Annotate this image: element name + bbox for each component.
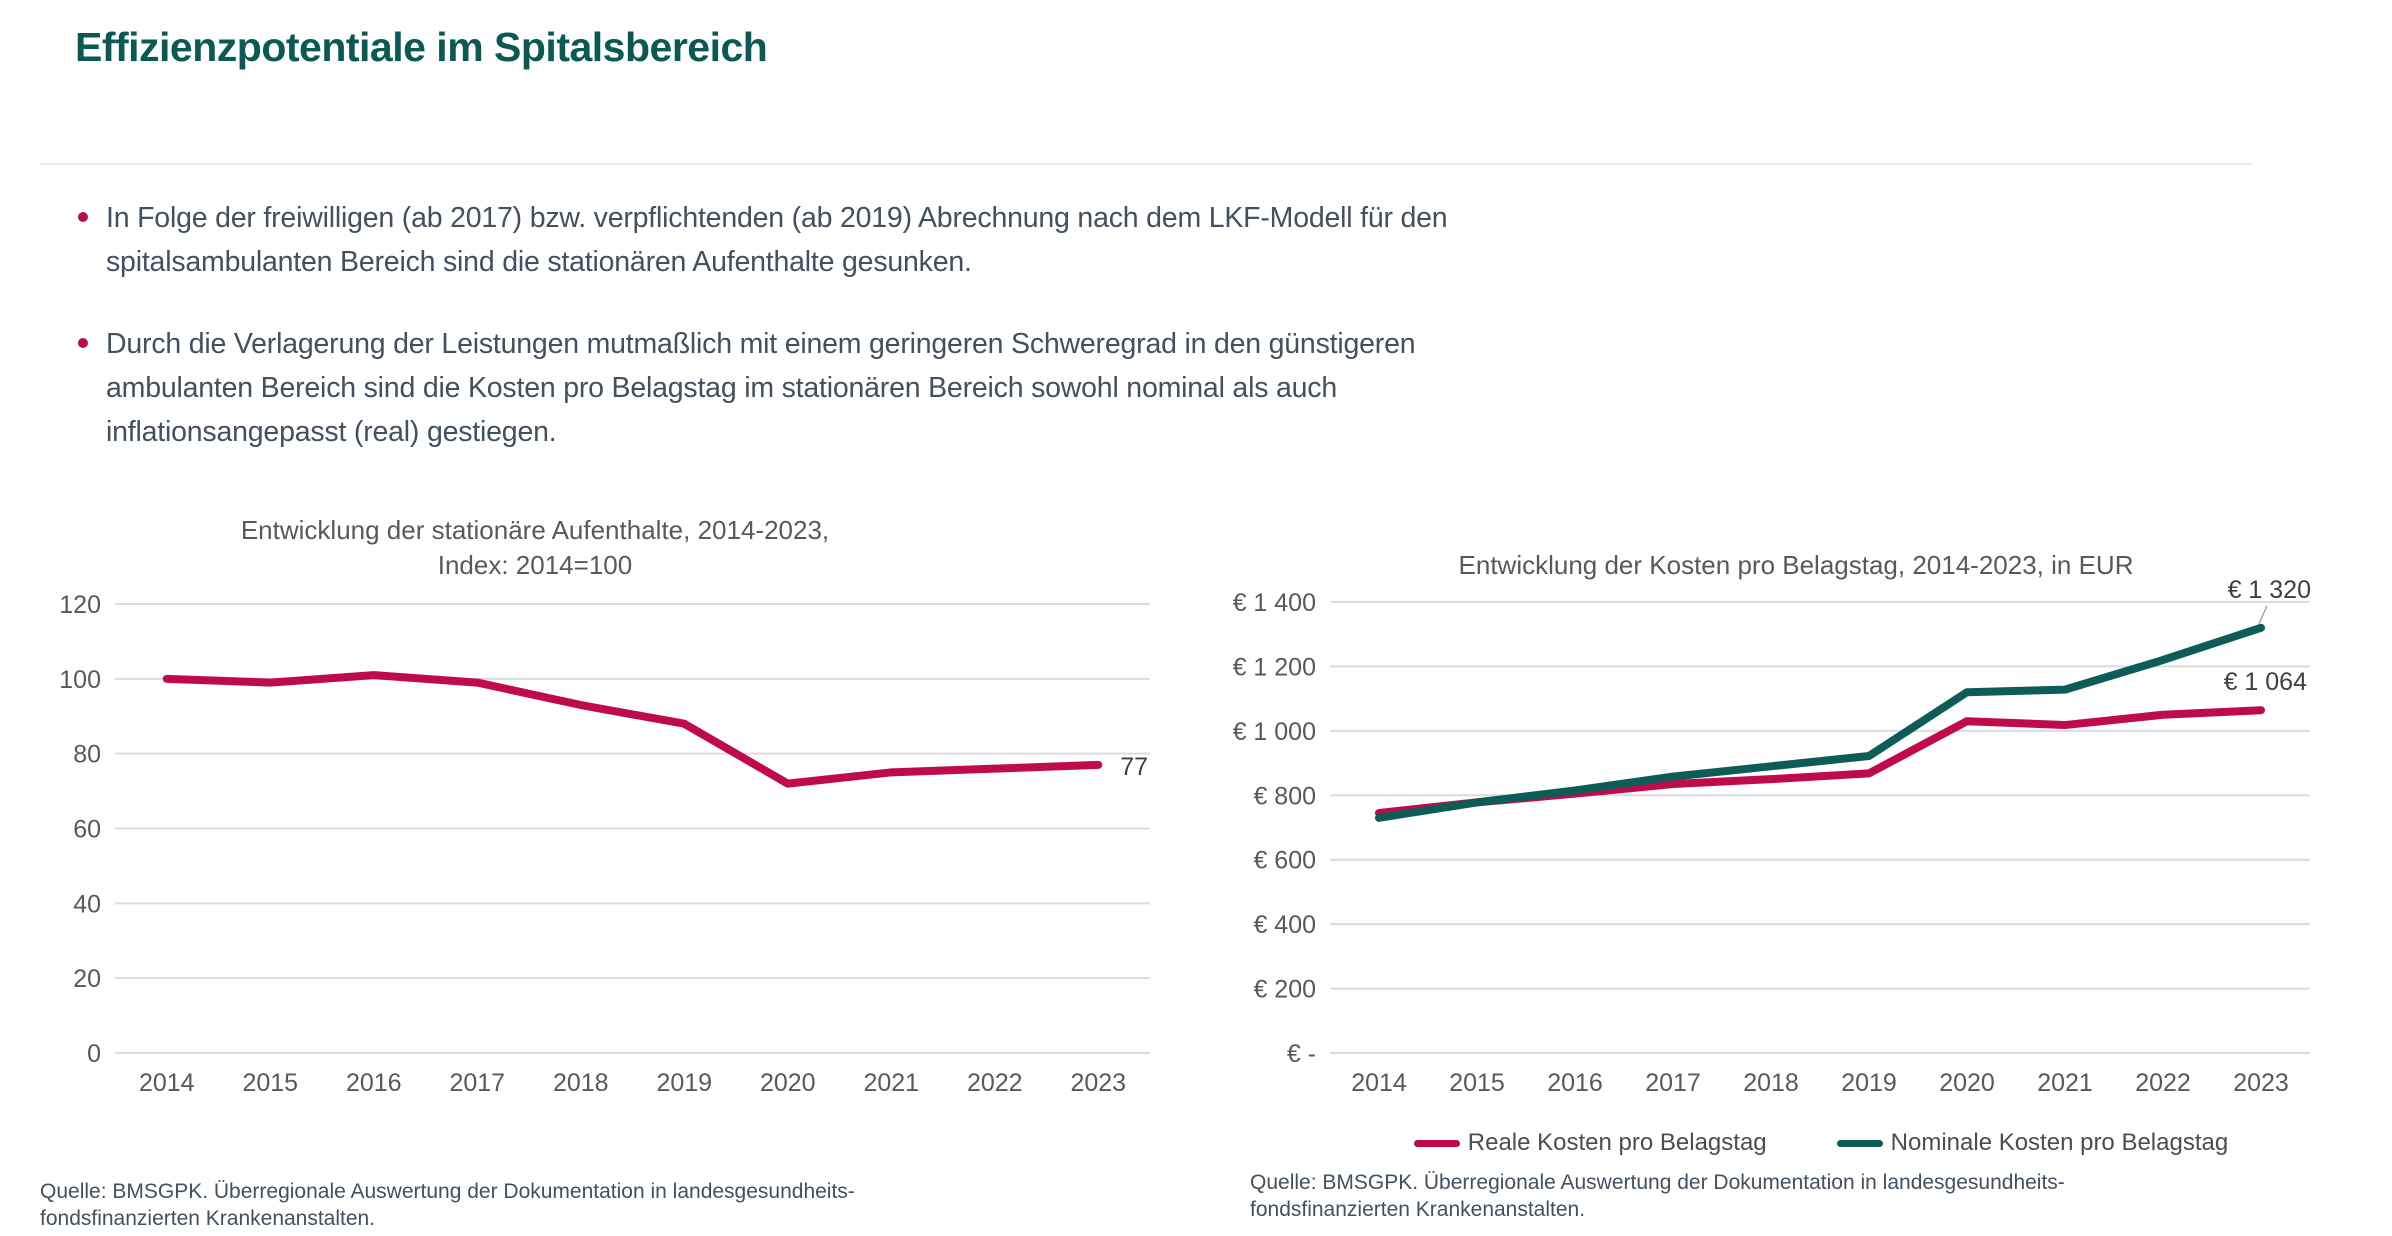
x-tick-label: 2020 — [1939, 1069, 1995, 1097]
chart-legend: Reale Kosten pro Belagstag Nominale Koste… — [1250, 1129, 2392, 1157]
legend-swatch-icon — [1413, 1139, 1460, 1147]
x-tick-label: 2014 — [1351, 1069, 1407, 1097]
source-note-left: Quelle: BMSGPK. Überregionale Auswertung… — [40, 1180, 855, 1230]
legend-item: Reale Kosten pro Belagstag — [1413, 1129, 1767, 1157]
x-tick-label: 2022 — [967, 1069, 1023, 1097]
x-tick-label: 2021 — [2037, 1069, 2093, 1097]
y-tick-label: 80 — [73, 741, 101, 769]
bullet-dot-icon — [78, 338, 88, 348]
page-title: Effizienzpotentiale im Spitalsbereich — [75, 24, 768, 70]
x-tick-label: 2021 — [863, 1069, 919, 1097]
y-tick-label: € - — [1287, 1040, 1316, 1068]
source-note-right: Quelle: BMSGPK. Überregionale Auswertung… — [1250, 1171, 2065, 1221]
series-line — [1375, 623, 2265, 822]
x-tick-label: 2023 — [1070, 1069, 1126, 1097]
x-tick-label: 2017 — [449, 1069, 505, 1097]
x-tick-label: 2018 — [1743, 1069, 1799, 1097]
y-tick-label: € 400 — [1253, 911, 1316, 939]
y-tick-label: 100 — [59, 666, 101, 694]
data-label: € 1 064 — [2224, 668, 2308, 696]
x-tick-label: 2015 — [1449, 1069, 1505, 1097]
annotation-leader-line — [2258, 605, 2268, 625]
y-tick-label: € 1 000 — [1233, 718, 1316, 746]
x-tick-label: 2016 — [1547, 1069, 1603, 1097]
bullet-item: In Folge der freiwilligen (ab 2017) bzw.… — [78, 196, 1448, 284]
x-tick-label: 2020 — [760, 1069, 816, 1097]
x-tick-label: 2019 — [1841, 1069, 1897, 1097]
data-label: € 1 320 — [2228, 576, 2311, 604]
y-tick-label: € 1 200 — [1233, 653, 1316, 681]
bullet-text: In Folge der freiwilligen (ab 2017) bzw.… — [106, 202, 1448, 278]
divider — [40, 163, 2252, 165]
chart-panel-stationary-stays: Entwicklung der stationäre Aufenthalte, … — [40, 495, 1180, 1232]
bullet-dot-icon — [78, 212, 88, 222]
bullet-item: Durch die Verlagerung der Leistungen mut… — [78, 322, 1447, 454]
y-tick-label: 40 — [73, 890, 101, 918]
x-tick-label: 2022 — [2135, 1069, 2191, 1097]
x-tick-label: 2019 — [656, 1069, 712, 1097]
bullet-text: Durch die Verlagerung der Leistungen mut… — [106, 328, 1416, 448]
data-label: 77 — [1120, 753, 1148, 781]
y-tick-label: € 200 — [1253, 976, 1316, 1004]
legend-label: Reale Kosten pro Belagstag — [1467, 1129, 1767, 1156]
x-tick-label: 2017 — [1645, 1069, 1701, 1097]
y-tick-label: 60 — [73, 816, 101, 844]
x-tick-label: 2018 — [553, 1069, 609, 1097]
series-line — [162, 671, 1103, 788]
y-tick-label: 0 — [87, 1040, 101, 1068]
y-tick-label: € 1 400 — [1233, 589, 1316, 617]
x-tick-label: 2023 — [2233, 1069, 2289, 1097]
line-chart-stationary-stays: 0 20 40 60 80 100 120 2014 2015 2016 2017 2018 2019 2… — [59, 591, 1150, 1097]
x-tick-label: 2014 — [139, 1069, 195, 1097]
x-tick-label: 2015 — [242, 1069, 298, 1097]
chart-panel-cost-per-day: Entwicklung der Kosten pro Belagstag, 20… — [1233, 495, 2392, 1223]
legend-item: Nominale Kosten pro Belagstag — [1836, 1129, 2229, 1157]
y-tick-label: 120 — [59, 591, 101, 619]
line-chart-cost-per-day: € - € 200 € 400 € 600 € 800 € 1 000 € 1 200 € 1… — [1233, 576, 2311, 1097]
bullet-list: In Folge der freiwilligen (ab 2017) bzw.… — [78, 196, 1448, 492]
legend-swatch-icon — [1836, 1139, 1883, 1147]
legend-label: Nominale Kosten pro Belagstag — [1890, 1129, 2229, 1156]
chart-title-cost-per-day: Entwicklung der Kosten pro Belagstag, 20… — [1458, 550, 2134, 580]
chart-title-stationary-stays: Entwicklung der stationäre Aufenthalte, … — [240, 515, 830, 580]
y-tick-label: 20 — [73, 965, 101, 993]
y-tick-label: € 800 — [1253, 782, 1316, 810]
y-tick-label: € 600 — [1253, 847, 1316, 875]
x-tick-label: 2016 — [346, 1069, 402, 1097]
